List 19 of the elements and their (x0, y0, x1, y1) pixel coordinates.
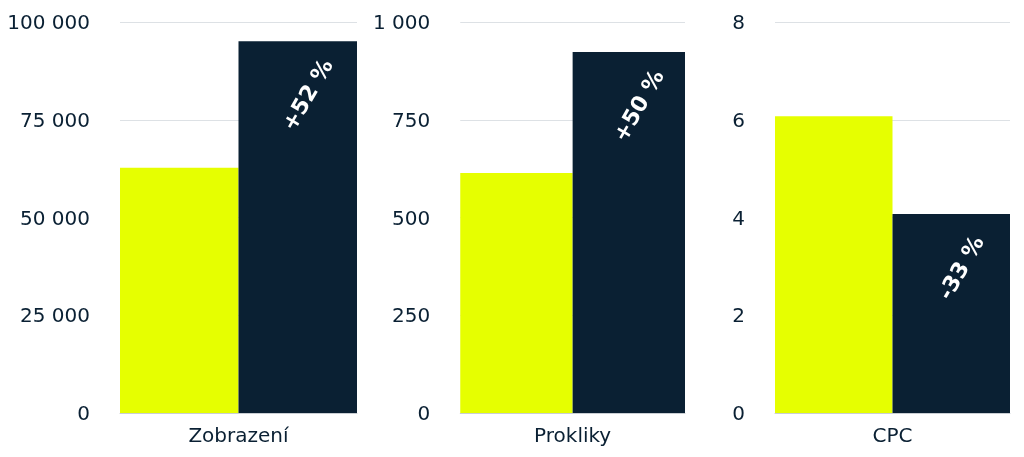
y-tick-label: 25 000 (20, 303, 90, 328)
y-tick-label: 0 (417, 401, 431, 425)
y-tick-label: 4 (732, 205, 745, 230)
y-tick-label: 50 000 (20, 205, 90, 230)
y-tick-label: 250 (392, 303, 431, 328)
x-tick-label: Zobrazení (188, 423, 291, 447)
y-tick-label: 6 (732, 107, 745, 132)
y-tick-label: 8 (732, 10, 745, 34)
y-tick-label: 100 000 (7, 10, 90, 34)
y-tick-label: 0 (77, 401, 90, 425)
y-tick-label: 1 000 (372, 10, 431, 34)
x-tick-label: CPC (872, 423, 913, 447)
y-tick-label: 75 000 (20, 107, 90, 132)
y-tick-label: 2 (732, 303, 745, 328)
y-tick-label: 0 (732, 401, 745, 425)
y-tick-label: 750 (392, 107, 431, 132)
annotation: -33 % (932, 231, 989, 304)
x-tick-label: Prokliky (534, 423, 612, 447)
y-tick-label: 500 (392, 205, 431, 230)
